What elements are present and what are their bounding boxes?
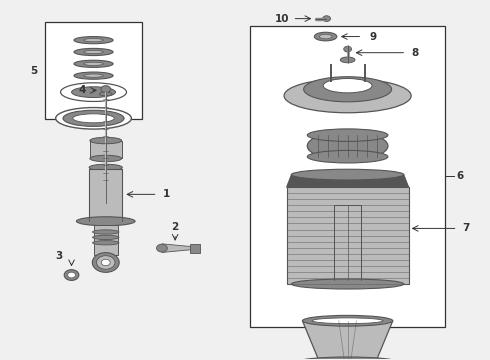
Ellipse shape	[292, 279, 404, 289]
Text: 6: 6	[456, 171, 464, 181]
Polygon shape	[302, 321, 393, 360]
Ellipse shape	[89, 164, 122, 171]
Text: 3: 3	[56, 251, 63, 261]
Ellipse shape	[323, 16, 331, 22]
Bar	[190, 244, 200, 253]
Ellipse shape	[99, 92, 112, 96]
Polygon shape	[287, 175, 409, 187]
Bar	[89, 169, 122, 221]
Text: 4: 4	[79, 85, 86, 95]
Text: 7: 7	[463, 224, 470, 233]
Ellipse shape	[297, 357, 398, 360]
Ellipse shape	[340, 57, 355, 63]
Polygon shape	[162, 244, 193, 252]
Ellipse shape	[84, 74, 103, 77]
Ellipse shape	[307, 150, 388, 163]
Bar	[250, 26, 445, 327]
Bar	[90, 140, 122, 158]
Ellipse shape	[93, 230, 119, 234]
Ellipse shape	[292, 169, 404, 180]
Text: 10: 10	[274, 14, 289, 24]
Ellipse shape	[307, 129, 388, 141]
Text: 5: 5	[30, 66, 37, 76]
Text: 2: 2	[172, 222, 179, 232]
Ellipse shape	[319, 34, 332, 39]
Ellipse shape	[302, 315, 393, 326]
Ellipse shape	[64, 270, 79, 280]
Bar	[334, 205, 361, 280]
Ellipse shape	[90, 137, 122, 144]
Ellipse shape	[343, 46, 351, 52]
Ellipse shape	[63, 110, 124, 126]
Ellipse shape	[315, 32, 337, 41]
Text: 1: 1	[162, 189, 170, 199]
Ellipse shape	[68, 272, 75, 278]
Ellipse shape	[76, 217, 135, 226]
Ellipse shape	[307, 132, 388, 160]
Ellipse shape	[304, 77, 392, 102]
Ellipse shape	[84, 39, 103, 42]
Ellipse shape	[157, 244, 167, 252]
Bar	[94, 225, 118, 255]
Ellipse shape	[74, 37, 113, 44]
Ellipse shape	[101, 259, 110, 266]
Bar	[45, 22, 143, 119]
Text: 9: 9	[369, 32, 377, 41]
Ellipse shape	[90, 155, 122, 162]
Ellipse shape	[84, 62, 103, 66]
Ellipse shape	[101, 86, 111, 93]
Ellipse shape	[74, 60, 113, 67]
Ellipse shape	[284, 79, 411, 113]
Ellipse shape	[84, 50, 103, 54]
Ellipse shape	[93, 240, 119, 245]
Ellipse shape	[73, 114, 114, 123]
Ellipse shape	[93, 235, 119, 239]
Ellipse shape	[74, 72, 113, 79]
Text: 8: 8	[411, 48, 418, 58]
Ellipse shape	[92, 253, 119, 273]
Ellipse shape	[312, 318, 383, 324]
Ellipse shape	[56, 108, 131, 129]
Ellipse shape	[61, 83, 126, 102]
Ellipse shape	[72, 87, 116, 98]
Ellipse shape	[74, 48, 113, 55]
Ellipse shape	[97, 256, 115, 269]
Bar	[287, 187, 409, 284]
Ellipse shape	[323, 78, 372, 93]
